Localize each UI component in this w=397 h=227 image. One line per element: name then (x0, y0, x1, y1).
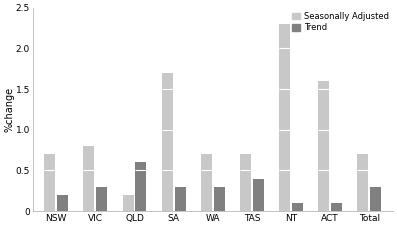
Bar (331, 203, 342, 211)
Bar (201, 154, 212, 211)
Bar (135, 162, 146, 211)
Bar (253, 178, 264, 211)
Bar (318, 81, 329, 211)
Bar (57, 195, 68, 211)
Bar (175, 187, 185, 211)
Bar (44, 154, 55, 211)
Y-axis label: %change: %change (4, 87, 14, 132)
Bar (370, 187, 381, 211)
Bar (279, 24, 290, 211)
Bar (240, 154, 251, 211)
Bar (214, 187, 225, 211)
Bar (292, 203, 303, 211)
Bar (83, 146, 94, 211)
Bar (357, 154, 368, 211)
Bar (162, 73, 173, 211)
Bar (96, 187, 107, 211)
Bar (123, 195, 133, 211)
Legend: Seasonally Adjusted, Trend: Seasonally Adjusted, Trend (289, 8, 392, 35)
